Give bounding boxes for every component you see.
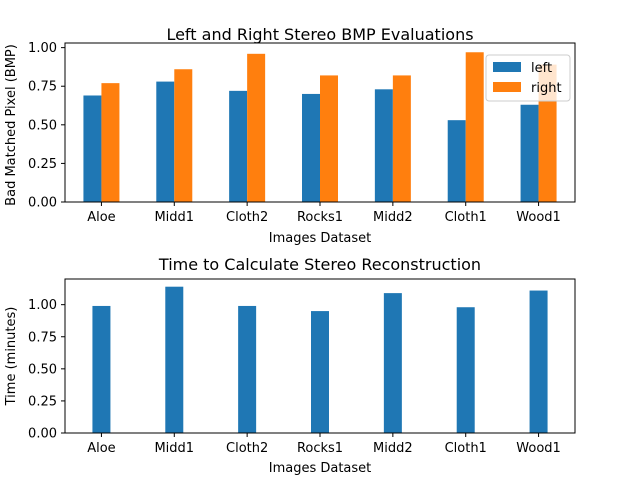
y-tick-label: 0.25: [28, 394, 57, 409]
x-tick-label: Midd1: [154, 441, 194, 456]
bar-left-rocks1: [302, 93, 320, 202]
y-tick-label: 0.25: [28, 157, 57, 172]
y-tick-label: 0.50: [28, 118, 57, 133]
y-axis-ticks: 0.00 0.25 0.50 0.75 1.00: [28, 298, 65, 442]
x-tick-label: Aloe: [87, 210, 115, 225]
x-axis-ticks: Aloe Midd1 Cloth2 Rocks1 Midd2 Cloth1 Wood1: [87, 433, 561, 456]
bar-cloth2: [238, 305, 257, 433]
bars-group: [92, 286, 548, 433]
chart-title: Time to Calculate Stereo Reconstruction: [158, 255, 481, 274]
bar-right-cloth2: [247, 53, 266, 203]
x-tick-label: Cloth2: [226, 210, 268, 225]
y-tick-label: 0.50: [28, 362, 57, 377]
bar-right-rocks1: [320, 75, 338, 202]
x-tick-label: Midd2: [373, 210, 413, 225]
bar-aloe: [92, 305, 111, 433]
legend: left right: [485, 54, 571, 102]
y-tick-label: 1.00: [28, 41, 57, 56]
plot-frame: [64, 42, 576, 203]
x-tick-label: Rocks1: [297, 210, 343, 225]
x-axis-label: Images Dataset: [269, 461, 372, 476]
legend-swatch-left: [493, 62, 521, 72]
chart-time: Time to Calculate Stereo Reconstruction …: [4, 255, 576, 476]
bar-left-midd1: [156, 81, 175, 202]
x-tick-label: Cloth1: [445, 441, 487, 456]
y-tick-label: 0.00: [28, 196, 57, 211]
bar-left-aloe: [83, 95, 102, 202]
legend-label-right: right: [531, 81, 562, 96]
y-axis-label: Bad Matched Pixel (BMP): [4, 44, 19, 206]
y-axis-ticks: 0.00 0.25 0.50 0.75 1.00: [28, 41, 65, 211]
x-tick-label: Rocks1: [297, 441, 343, 456]
y-tick-label: 0.00: [28, 427, 57, 442]
bar-rocks1: [311, 311, 329, 433]
x-tick-label: Aloe: [87, 441, 115, 456]
chart-bmp: Left and Right Stereo BMP Evaluations 0.…: [4, 25, 576, 246]
bar-right-midd2: [392, 75, 411, 202]
bar-right-cloth1: [465, 52, 484, 203]
y-tick-label: 0.75: [28, 80, 57, 95]
y-axis-label: Time (minutes): [4, 307, 19, 407]
plot-frame: [64, 278, 576, 434]
chart-title: Left and Right Stereo BMP Evaluations: [166, 25, 473, 44]
bars-group: [83, 52, 557, 203]
x-tick-label: Wood1: [516, 441, 561, 456]
x-tick-label: Midd2: [373, 441, 413, 456]
bar-left-wood1: [520, 104, 539, 202]
bar-left-cloth1: [447, 120, 466, 202]
x-axis-ticks: Aloe Midd1 Cloth2 Rocks1 Midd2 Cloth1 Wood1: [87, 202, 561, 225]
bar-right-aloe: [101, 83, 120, 202]
legend-label-left: left: [531, 61, 552, 76]
x-axis-label: Images Dataset: [269, 231, 372, 246]
bar-left-cloth2: [229, 90, 248, 202]
bar-cloth1: [456, 307, 475, 433]
y-tick-label: 1.00: [28, 298, 57, 313]
bar-left-midd2: [374, 89, 393, 202]
y-tick-label: 0.75: [28, 330, 57, 345]
bar-wood1: [529, 290, 548, 433]
bar-midd1: [165, 286, 184, 433]
x-tick-label: Cloth2: [226, 441, 268, 456]
bar-right-midd1: [174, 69, 193, 203]
bar-midd2: [383, 293, 402, 433]
legend-swatch-right: [493, 82, 521, 92]
x-tick-label: Wood1: [516, 210, 561, 225]
x-tick-label: Cloth1: [445, 210, 487, 225]
x-tick-label: Midd1: [154, 210, 194, 225]
